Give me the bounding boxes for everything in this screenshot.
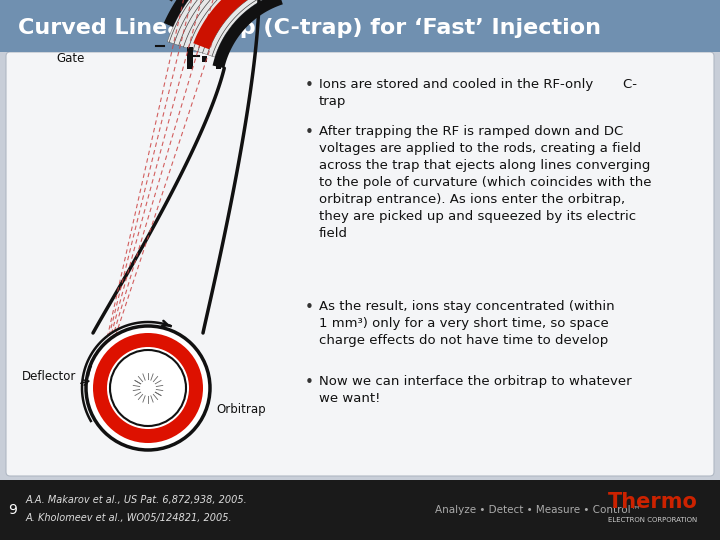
- Bar: [186, 47, 193, 69]
- Text: •: •: [305, 78, 314, 93]
- Polygon shape: [164, 0, 249, 27]
- Bar: [0, 0, 720, 52]
- Polygon shape: [168, 0, 224, 2]
- Text: A. Kholomeev et al., WO05/124821, 2005.: A. Kholomeev et al., WO05/124821, 2005.: [26, 513, 233, 523]
- Text: •: •: [305, 375, 314, 390]
- Circle shape: [88, 328, 208, 448]
- Circle shape: [108, 348, 188, 428]
- Polygon shape: [212, 0, 283, 68]
- Text: After trapping the RF is ramped down and DC
voltages are applied to the rods, cr: After trapping the RF is ramped down and…: [319, 125, 652, 240]
- Text: Now we can interface the orbitrap to whatever
we want!: Now we can interface the orbitrap to wha…: [319, 375, 631, 405]
- Text: Deflector: Deflector: [22, 370, 76, 383]
- Bar: [202, 56, 207, 62]
- Wedge shape: [93, 333, 203, 443]
- Text: Analyze • Detect • Measure • Control™: Analyze • Detect • Measure • Control™: [435, 505, 641, 515]
- Text: Orbitrap: Orbitrap: [216, 403, 266, 416]
- Text: Thermo: Thermo: [608, 492, 698, 512]
- Text: Curved Linear Trap (C-trap) for ‘Fast’ Injection: Curved Linear Trap (C-trap) for ‘Fast’ I…: [18, 18, 601, 38]
- Polygon shape: [167, 0, 276, 57]
- Text: •: •: [305, 125, 314, 140]
- Text: Ions are stored and cooled in the RF-only       C-
trap: Ions are stored and cooled in the RF-onl…: [319, 78, 637, 108]
- Text: ELECTRON CORPORATION: ELECTRON CORPORATION: [608, 517, 697, 523]
- Text: 9: 9: [8, 503, 17, 517]
- FancyBboxPatch shape: [6, 52, 714, 476]
- Text: As the result, ions stay concentrated (within
1 mm³) only for a very short time,: As the result, ions stay concentrated (w…: [319, 300, 615, 347]
- Text: Gate: Gate: [56, 52, 84, 65]
- Text: Push: Push: [282, 0, 310, 3]
- Text: •: •: [305, 300, 314, 315]
- Circle shape: [110, 350, 186, 426]
- Text: A.A. Makarov et al., US Pat. 6,872,938, 2005.: A.A. Makarov et al., US Pat. 6,872,938, …: [26, 495, 248, 505]
- Circle shape: [140, 380, 156, 396]
- Bar: [89, 366, 94, 392]
- Polygon shape: [193, 0, 266, 49]
- Bar: [215, 59, 220, 69]
- Bar: [92, 368, 102, 390]
- Bar: [0, 480, 720, 540]
